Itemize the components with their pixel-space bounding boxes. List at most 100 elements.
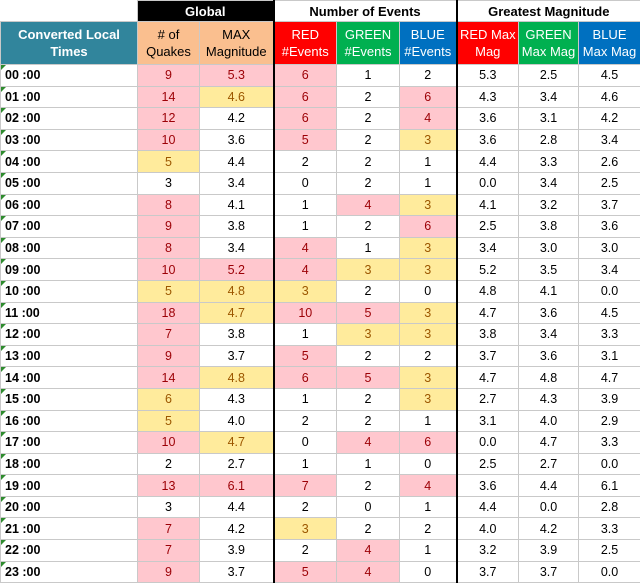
blue-events-cell[interactable]: 2 <box>400 518 457 540</box>
num-quakes-header[interactable]: # of Quakes <box>138 22 200 65</box>
time-cell[interactable]: 14 :00 <box>1 367 138 389</box>
green-events-cell[interactable]: 3 <box>337 259 400 281</box>
time-cell[interactable]: 09 :00 <box>1 259 138 281</box>
blue-max-mag-cell[interactable]: 3.1 <box>579 345 640 367</box>
num-quakes-cell[interactable]: 9 <box>138 216 200 238</box>
red-max-mag-cell[interactable]: 3.7 <box>457 561 519 583</box>
blue-events-cell[interactable]: 2 <box>400 345 457 367</box>
green-events-cell[interactable]: 1 <box>337 65 400 87</box>
max-magnitude-cell[interactable]: 5.2 <box>200 259 274 281</box>
red-max-mag-cell[interactable]: 0.0 <box>457 432 519 454</box>
num-quakes-cell[interactable]: 5 <box>138 410 200 432</box>
red-max-mag-header[interactable]: RED Max Mag <box>457 22 519 65</box>
time-cell[interactable]: 20 :00 <box>1 496 138 518</box>
red-events-cell[interactable]: 5 <box>274 561 337 583</box>
num-quakes-cell[interactable]: 8 <box>138 237 200 259</box>
green-max-mag-cell[interactable]: 3.2 <box>519 194 579 216</box>
green-max-mag-cell[interactable]: 2.8 <box>519 129 579 151</box>
green-max-mag-cell[interactable]: 4.4 <box>519 475 579 497</box>
green-events-cell[interactable]: 2 <box>337 475 400 497</box>
max-magnitude-cell[interactable]: 4.3 <box>200 388 274 410</box>
max-magnitude-cell[interactable]: 3.7 <box>200 561 274 583</box>
green-events-cell[interactable]: 4 <box>337 432 400 454</box>
red-events-cell[interactable]: 1 <box>274 324 337 346</box>
blue-events-cell[interactable]: 6 <box>400 216 457 238</box>
blue-events-cell[interactable]: 3 <box>400 367 457 389</box>
time-cell[interactable]: 18 :00 <box>1 453 138 475</box>
max-magnitude-cell[interactable]: 3.8 <box>200 216 274 238</box>
green-max-mag-cell[interactable]: 3.4 <box>519 324 579 346</box>
green-events-header[interactable]: GREEN #Events <box>337 22 400 65</box>
red-events-cell[interactable]: 4 <box>274 259 337 281</box>
num-quakes-cell[interactable]: 13 <box>138 475 200 497</box>
green-max-mag-cell[interactable]: 2.5 <box>519 65 579 87</box>
green-max-mag-cell[interactable]: 4.0 <box>519 410 579 432</box>
red-events-cell[interactable]: 0 <box>274 172 337 194</box>
red-max-mag-cell[interactable]: 3.4 <box>457 237 519 259</box>
blue-events-cell[interactable]: 2 <box>400 65 457 87</box>
red-max-mag-cell[interactable]: 2.7 <box>457 388 519 410</box>
blue-max-mag-cell[interactable]: 2.5 <box>579 172 640 194</box>
green-events-cell[interactable]: 3 <box>337 324 400 346</box>
red-events-header[interactable]: RED #Events <box>274 22 337 65</box>
time-cell[interactable]: 16 :00 <box>1 410 138 432</box>
time-cell[interactable]: 08 :00 <box>1 237 138 259</box>
time-cell[interactable]: 07 :00 <box>1 216 138 238</box>
max-magnitude-cell[interactable]: 3.7 <box>200 345 274 367</box>
blue-max-mag-cell[interactable]: 4.2 <box>579 108 640 130</box>
green-events-cell[interactable]: 2 <box>337 129 400 151</box>
red-events-cell[interactable]: 2 <box>274 151 337 173</box>
red-max-mag-cell[interactable]: 4.1 <box>457 194 519 216</box>
max-magnitude-cell[interactable]: 4.2 <box>200 518 274 540</box>
red-events-cell[interactable]: 5 <box>274 129 337 151</box>
blue-events-cell[interactable]: 4 <box>400 108 457 130</box>
red-events-cell[interactable]: 6 <box>274 86 337 108</box>
red-max-mag-cell[interactable]: 3.6 <box>457 129 519 151</box>
blue-events-cell[interactable]: 3 <box>400 129 457 151</box>
max-magnitude-cell[interactable]: 3.4 <box>200 237 274 259</box>
num-quakes-cell[interactable]: 3 <box>138 496 200 518</box>
max-magnitude-cell[interactable]: 4.7 <box>200 302 274 324</box>
green-max-mag-cell[interactable]: 3.5 <box>519 259 579 281</box>
red-max-mag-cell[interactable]: 4.3 <box>457 86 519 108</box>
max-magnitude-cell[interactable]: 4.4 <box>200 496 274 518</box>
converted-local-times-header[interactable]: Converted Local Times <box>1 22 138 65</box>
red-max-mag-cell[interactable]: 2.5 <box>457 216 519 238</box>
blue-max-mag-cell[interactable]: 2.6 <box>579 151 640 173</box>
blue-max-mag-cell[interactable]: 4.7 <box>579 367 640 389</box>
num-quakes-cell[interactable]: 3 <box>138 172 200 194</box>
red-max-mag-cell[interactable]: 4.4 <box>457 496 519 518</box>
max-magnitude-cell[interactable]: 3.6 <box>200 129 274 151</box>
time-cell[interactable]: 22 :00 <box>1 540 138 562</box>
red-max-mag-cell[interactable]: 4.4 <box>457 151 519 173</box>
green-max-mag-cell[interactable]: 3.6 <box>519 302 579 324</box>
blue-max-mag-cell[interactable]: 3.3 <box>579 432 640 454</box>
blue-events-cell[interactable]: 3 <box>400 259 457 281</box>
number-of-events-group-header[interactable]: Number of Events <box>274 1 457 22</box>
time-cell[interactable]: 13 :00 <box>1 345 138 367</box>
time-cell[interactable]: 21 :00 <box>1 518 138 540</box>
red-events-cell[interactable]: 7 <box>274 475 337 497</box>
time-cell[interactable]: 17 :00 <box>1 432 138 454</box>
green-events-cell[interactable]: 1 <box>337 453 400 475</box>
green-events-cell[interactable]: 4 <box>337 540 400 562</box>
blue-events-cell[interactable]: 0 <box>400 280 457 302</box>
time-cell[interactable]: 10 :00 <box>1 280 138 302</box>
num-quakes-cell[interactable]: 10 <box>138 259 200 281</box>
green-events-cell[interactable]: 2 <box>337 172 400 194</box>
green-events-cell[interactable]: 1 <box>337 237 400 259</box>
green-max-mag-cell[interactable]: 3.3 <box>519 151 579 173</box>
blue-max-mag-cell[interactable]: 2.9 <box>579 410 640 432</box>
blue-events-cell[interactable]: 1 <box>400 410 457 432</box>
red-max-mag-cell[interactable]: 2.5 <box>457 453 519 475</box>
red-max-mag-cell[interactable]: 5.2 <box>457 259 519 281</box>
green-events-cell[interactable]: 2 <box>337 216 400 238</box>
blue-events-cell[interactable]: 1 <box>400 496 457 518</box>
max-magnitude-cell[interactable]: 5.3 <box>200 65 274 87</box>
num-quakes-cell[interactable]: 14 <box>138 86 200 108</box>
num-quakes-cell[interactable]: 8 <box>138 194 200 216</box>
red-max-mag-cell[interactable]: 4.0 <box>457 518 519 540</box>
num-quakes-cell[interactable]: 7 <box>138 518 200 540</box>
max-magnitude-cell[interactable]: 2.7 <box>200 453 274 475</box>
green-max-mag-cell[interactable]: 4.3 <box>519 388 579 410</box>
